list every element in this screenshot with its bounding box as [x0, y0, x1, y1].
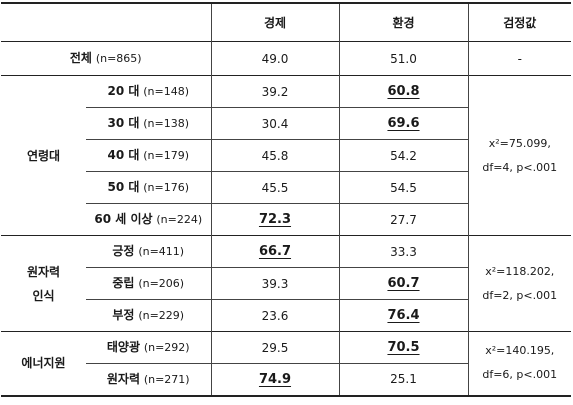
energy-group-label: 에너지원	[1, 331, 86, 397]
row-label-cell: 부정 (n=229)	[86, 299, 212, 332]
table-row: 연령대 20 대 (n=148) 39.2 60.8 x²=75.099, df…	[1, 75, 571, 236]
age-test-cell: x²=75.099, df=4, p<.001	[467, 75, 571, 236]
survey-table: 경제 환경 검정값 전체 (n=865) 49.0 51.0 - 연령대 20 …	[1, 2, 571, 397]
row-label: 40 대	[107, 148, 140, 162]
cell-environment: 25.1	[339, 363, 469, 396]
table-row: 원자력 (n=271) 74.9 25.1	[1, 363, 571, 396]
cell-economy: 39.3	[211, 267, 340, 300]
total-n: (n=865)	[95, 52, 142, 65]
table-row: 원자력 인식 긍정 (n=411) 66.7 33.3 x²=118.202, …	[1, 235, 571, 332]
row-n: (n=148)	[143, 85, 190, 98]
header-economy: 경제	[211, 3, 340, 42]
cell-environment: 54.5	[339, 171, 469, 204]
cell-economy: 45.5	[211, 171, 340, 204]
highlight-value: 60.8	[387, 84, 420, 99]
row-n: (n=179)	[143, 149, 190, 162]
row-n: (n=411)	[138, 245, 185, 258]
cell-environment: 60.8	[339, 75, 469, 108]
row-label-cell: 50 대 (n=176)	[86, 171, 212, 204]
cell-economy: 39.2	[211, 75, 340, 108]
highlight-value: 70.5	[387, 340, 420, 355]
header-row: 경제 환경 검정값	[1, 3, 571, 42]
nuclear-test-cell: x²=118.202, df=2, p<.001	[467, 235, 571, 332]
nuclear-group-line1: 원자력	[26, 264, 61, 279]
row-label-cell: 긍정 (n=411)	[86, 235, 212, 268]
cell-environment: 70.5	[339, 331, 469, 364]
total-label: 전체	[69, 51, 92, 65]
cell-economy: 72.3	[211, 203, 340, 236]
row-n: (n=292)	[143, 341, 190, 354]
row-label-cell: 60 세 이상 (n=224)	[86, 203, 212, 236]
table-row: 부정 (n=229) 23.6 76.4	[1, 299, 571, 332]
age-test-line2: df=4, p<.001	[482, 160, 558, 174]
row-n: (n=206)	[138, 277, 185, 290]
cell-economy: 74.9	[211, 363, 340, 396]
total-label-cell: 전체 (n=865)	[1, 41, 212, 76]
cell-environment: 27.7	[339, 203, 469, 236]
row-n: (n=138)	[143, 117, 190, 130]
cell-environment: 33.3	[339, 235, 469, 268]
header-environment: 환경	[339, 3, 469, 42]
row-label: 부정	[112, 308, 135, 322]
table-row: 중립 (n=206) 39.3 60.7	[1, 267, 571, 300]
row-label: 30 대	[107, 116, 140, 130]
highlight-value: 69.6	[387, 116, 420, 131]
header-test: 검정값	[503, 15, 537, 30]
total-row: 전체 (n=865) 49.0 51.0 -	[1, 41, 571, 76]
nuclear-group-line2: 인식	[32, 288, 55, 303]
cell-economy: 29.5	[211, 331, 340, 364]
table-row: 30 대 (n=138) 30.4 69.6	[1, 107, 571, 140]
header-blank	[1, 3, 212, 42]
table-row: 40 대 (n=179) 45.8 54.2	[1, 139, 571, 172]
row-label-cell: 태양광 (n=292)	[86, 331, 212, 364]
cell-economy: 30.4	[211, 107, 340, 140]
cell-environment: 60.7	[339, 267, 469, 300]
table-row: 50 대 (n=176) 45.5 54.5	[1, 171, 571, 204]
row-label: 원자력	[106, 371, 140, 386]
row-label: 태양광	[106, 340, 140, 354]
row-label-cell: 중립 (n=206)	[86, 267, 212, 300]
energy-test-cell: x²=140.195, df=6, p<.001	[467, 331, 571, 397]
age-group-label: 연령대	[26, 148, 61, 163]
row-n: (n=229)	[138, 309, 185, 322]
row-label: 20 대	[107, 84, 140, 98]
row-label-cell: 30 대 (n=138)	[86, 107, 212, 140]
nuclear-test-line1: x²=118.202,	[485, 264, 555, 278]
table-row: 에너지원 태양광 (n=292) 29.5 70.5 x²=140.195, d…	[1, 331, 571, 397]
cell-environment: 76.4	[339, 299, 469, 332]
row-label: 긍정	[112, 244, 135, 258]
highlight-value: 76.4	[387, 308, 420, 323]
row-label: 50 대	[107, 180, 140, 194]
highlight-value: 74.9	[258, 371, 292, 387]
cell-economy: 45.8	[211, 139, 340, 172]
nuclear-group-label: 원자력 인식	[1, 236, 86, 332]
row-n: (n=176)	[143, 181, 190, 194]
row-label: 중립	[112, 276, 135, 290]
total-environment: 51.0	[339, 41, 469, 76]
total-test: -	[517, 51, 522, 66]
highlight-value: 72.3	[258, 212, 292, 227]
energy-test-line1: x²=140.195,	[485, 344, 555, 358]
row-label: 60 세 이상	[94, 212, 153, 226]
row-label-cell: 원자력 (n=271)	[86, 363, 212, 396]
nuclear-test-line2: df=2, p<.001	[482, 288, 558, 302]
cell-economy: 66.7	[211, 235, 340, 268]
row-n: (n=224)	[156, 213, 203, 226]
cell-economy: 23.6	[211, 299, 340, 332]
highlight-value: 66.7	[258, 244, 292, 259]
cell-environment: 54.2	[339, 139, 469, 172]
age-test-line1: x²=75.099,	[488, 136, 551, 150]
table-row: 60 세 이상 (n=224) 72.3 27.7	[1, 203, 571, 236]
row-n: (n=271)	[143, 372, 190, 386]
total-economy: 49.0	[211, 41, 340, 76]
energy-test-line2: df=6, p<.001	[482, 368, 558, 382]
highlight-value: 60.7	[387, 276, 420, 291]
row-label-cell: 20 대 (n=148)	[86, 75, 212, 108]
row-label-cell: 40 대 (n=179)	[86, 139, 212, 172]
cell-environment: 69.6	[339, 107, 469, 140]
